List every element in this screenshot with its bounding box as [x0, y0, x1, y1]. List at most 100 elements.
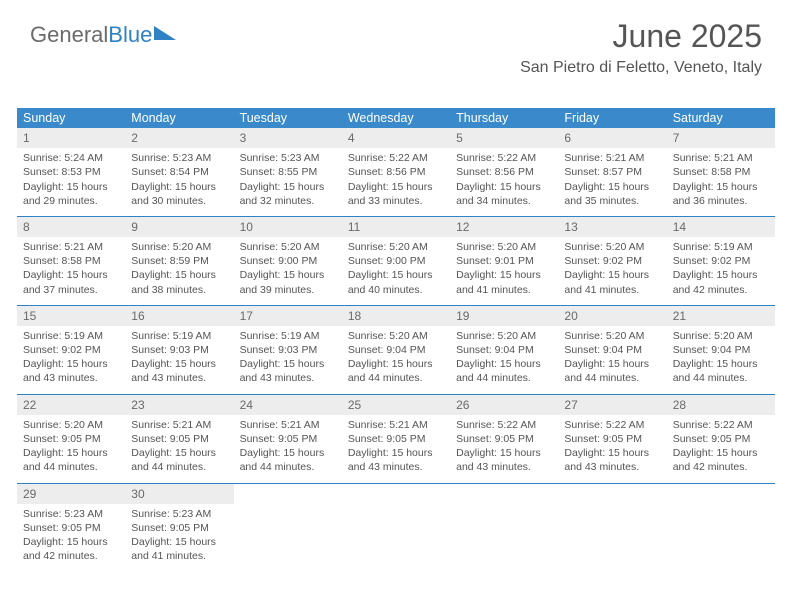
weekday-header: Saturday: [667, 108, 775, 128]
daylight-text-2: and 43 minutes.: [348, 460, 444, 474]
sunrise-text: Sunrise: 5:24 AM: [23, 151, 119, 165]
calendar-day-cell: 15Sunrise: 5:19 AMSunset: 9:02 PMDayligh…: [17, 305, 125, 394]
daylight-text-1: Daylight: 15 hours: [673, 446, 769, 460]
weekday-header: Friday: [558, 108, 666, 128]
day-content: Sunrise: 5:23 AMSunset: 9:05 PMDaylight:…: [17, 504, 125, 572]
sunrise-text: Sunrise: 5:22 AM: [564, 418, 660, 432]
calendar-day-cell: 24Sunrise: 5:21 AMSunset: 9:05 PMDayligh…: [234, 394, 342, 483]
daylight-text-1: Daylight: 15 hours: [240, 357, 336, 371]
day-number: 9: [125, 217, 233, 237]
daylight-text-1: Daylight: 15 hours: [348, 357, 444, 371]
sunrise-text: Sunrise: 5:20 AM: [456, 329, 552, 343]
day-number: 4: [342, 128, 450, 148]
sunset-text: Sunset: 8:54 PM: [131, 165, 227, 179]
day-number: 30: [125, 484, 233, 504]
daylight-text-1: Daylight: 15 hours: [240, 180, 336, 194]
sunrise-text: Sunrise: 5:20 AM: [456, 240, 552, 254]
sunset-text: Sunset: 9:03 PM: [240, 343, 336, 357]
page-title: June 2025: [520, 18, 762, 55]
sunrise-text: Sunrise: 5:20 AM: [564, 240, 660, 254]
brand-triangle-icon: [154, 26, 176, 40]
day-number: 1: [17, 128, 125, 148]
calendar-day-cell: 2Sunrise: 5:23 AMSunset: 8:54 PMDaylight…: [125, 128, 233, 216]
day-content: Sunrise: 5:20 AMSunset: 9:04 PMDaylight:…: [342, 326, 450, 394]
calendar-day-cell: 7Sunrise: 5:21 AMSunset: 8:58 PMDaylight…: [667, 128, 775, 216]
day-content: Sunrise: 5:24 AMSunset: 8:53 PMDaylight:…: [17, 148, 125, 216]
sunrise-text: Sunrise: 5:23 AM: [23, 507, 119, 521]
daylight-text-2: and 44 minutes.: [456, 371, 552, 385]
day-number: 23: [125, 395, 233, 415]
sunrise-text: Sunrise: 5:23 AM: [131, 151, 227, 165]
daylight-text-2: and 30 minutes.: [131, 194, 227, 208]
sunrise-text: Sunrise: 5:22 AM: [456, 418, 552, 432]
calendar-day-cell: 29Sunrise: 5:23 AMSunset: 9:05 PMDayligh…: [17, 483, 125, 571]
day-number: 25: [342, 395, 450, 415]
calendar-day-cell: 28Sunrise: 5:22 AMSunset: 9:05 PMDayligh…: [667, 394, 775, 483]
daylight-text-1: Daylight: 15 hours: [131, 446, 227, 460]
daylight-text-1: Daylight: 15 hours: [23, 268, 119, 282]
day-content: Sunrise: 5:23 AMSunset: 9:05 PMDaylight:…: [125, 504, 233, 572]
calendar-day-cell: [667, 483, 775, 571]
page-subtitle: San Pietro di Feletto, Veneto, Italy: [520, 59, 762, 77]
calendar-day-cell: 9Sunrise: 5:20 AMSunset: 8:59 PMDaylight…: [125, 216, 233, 305]
calendar-day-cell: [234, 483, 342, 571]
day-content: Sunrise: 5:22 AMSunset: 8:56 PMDaylight:…: [450, 148, 558, 216]
daylight-text-2: and 43 minutes.: [131, 371, 227, 385]
calendar-day-cell: 8Sunrise: 5:21 AMSunset: 8:58 PMDaylight…: [17, 216, 125, 305]
daylight-text-2: and 37 minutes.: [23, 283, 119, 297]
day-number: 18: [342, 306, 450, 326]
calendar-day-cell: 26Sunrise: 5:22 AMSunset: 9:05 PMDayligh…: [450, 394, 558, 483]
weekday-header: Thursday: [450, 108, 558, 128]
daylight-text-2: and 43 minutes.: [240, 371, 336, 385]
day-number: 17: [234, 306, 342, 326]
day-content: Sunrise: 5:21 AMSunset: 8:58 PMDaylight:…: [667, 148, 775, 216]
daylight-text-1: Daylight: 15 hours: [673, 180, 769, 194]
day-number: 6: [558, 128, 666, 148]
daylight-text-1: Daylight: 15 hours: [23, 535, 119, 549]
daylight-text-1: Daylight: 15 hours: [23, 357, 119, 371]
day-content: Sunrise: 5:21 AMSunset: 8:58 PMDaylight:…: [17, 237, 125, 305]
sunrise-text: Sunrise: 5:20 AM: [673, 329, 769, 343]
daylight-text-2: and 35 minutes.: [564, 194, 660, 208]
sunrise-text: Sunrise: 5:22 AM: [348, 151, 444, 165]
daylight-text-2: and 40 minutes.: [348, 283, 444, 297]
daylight-text-2: and 34 minutes.: [456, 194, 552, 208]
sunset-text: Sunset: 9:05 PM: [131, 432, 227, 446]
calendar-day-cell: [558, 483, 666, 571]
daylight-text-1: Daylight: 15 hours: [131, 268, 227, 282]
day-content: Sunrise: 5:20 AMSunset: 9:04 PMDaylight:…: [450, 326, 558, 394]
daylight-text-2: and 44 minutes.: [348, 371, 444, 385]
daylight-text-1: Daylight: 15 hours: [131, 180, 227, 194]
calendar-day-cell: 18Sunrise: 5:20 AMSunset: 9:04 PMDayligh…: [342, 305, 450, 394]
day-content: Sunrise: 5:21 AMSunset: 8:57 PMDaylight:…: [558, 148, 666, 216]
daylight-text-1: Daylight: 15 hours: [348, 446, 444, 460]
day-number: 29: [17, 484, 125, 504]
sunrise-text: Sunrise: 5:19 AM: [23, 329, 119, 343]
daylight-text-1: Daylight: 15 hours: [23, 446, 119, 460]
calendar-day-cell: 6Sunrise: 5:21 AMSunset: 8:57 PMDaylight…: [558, 128, 666, 216]
daylight-text-1: Daylight: 15 hours: [240, 446, 336, 460]
daylight-text-1: Daylight: 15 hours: [564, 180, 660, 194]
sunrise-text: Sunrise: 5:19 AM: [131, 329, 227, 343]
sunrise-text: Sunrise: 5:21 AM: [131, 418, 227, 432]
day-number: 3: [234, 128, 342, 148]
daylight-text-1: Daylight: 15 hours: [456, 268, 552, 282]
sunrise-text: Sunrise: 5:20 AM: [240, 240, 336, 254]
daylight-text-1: Daylight: 15 hours: [348, 180, 444, 194]
sunset-text: Sunset: 9:05 PM: [456, 432, 552, 446]
daylight-text-1: Daylight: 15 hours: [456, 357, 552, 371]
day-content: Sunrise: 5:21 AMSunset: 9:05 PMDaylight:…: [125, 415, 233, 483]
sunset-text: Sunset: 9:04 PM: [564, 343, 660, 357]
day-content: Sunrise: 5:20 AMSunset: 9:04 PMDaylight:…: [558, 326, 666, 394]
sunrise-text: Sunrise: 5:20 AM: [131, 240, 227, 254]
daylight-text-1: Daylight: 15 hours: [673, 357, 769, 371]
day-content: Sunrise: 5:21 AMSunset: 9:05 PMDaylight:…: [234, 415, 342, 483]
daylight-text-1: Daylight: 15 hours: [673, 268, 769, 282]
daylight-text-2: and 41 minutes.: [456, 283, 552, 297]
calendar-day-cell: 27Sunrise: 5:22 AMSunset: 9:05 PMDayligh…: [558, 394, 666, 483]
daylight-text-2: and 29 minutes.: [23, 194, 119, 208]
calendar-day-cell: 5Sunrise: 5:22 AMSunset: 8:56 PMDaylight…: [450, 128, 558, 216]
sunrise-text: Sunrise: 5:20 AM: [348, 329, 444, 343]
calendar-day-cell: 20Sunrise: 5:20 AMSunset: 9:04 PMDayligh…: [558, 305, 666, 394]
sunset-text: Sunset: 8:57 PM: [564, 165, 660, 179]
